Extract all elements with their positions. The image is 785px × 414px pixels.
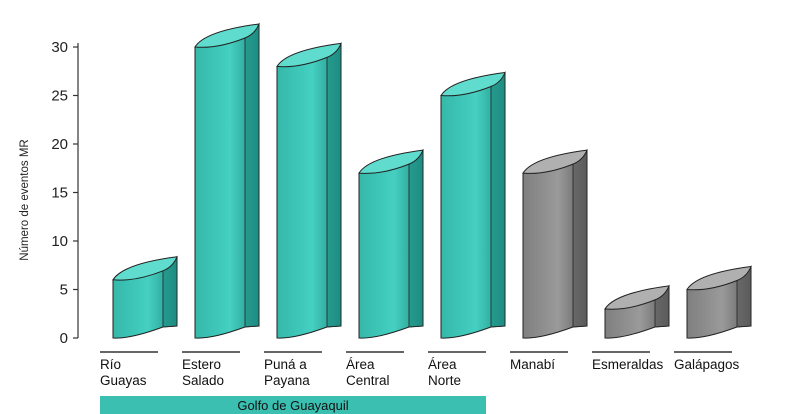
y-axis-title: Número de eventos MR — [19, 139, 31, 260]
bar — [686, 265, 752, 339]
bar-side — [490, 71, 506, 328]
bar — [440, 71, 506, 339]
bar — [358, 148, 424, 339]
bar-top — [112, 256, 178, 281]
bar — [522, 148, 588, 339]
category-label: Galápagos — [674, 357, 740, 372]
bar-side — [408, 149, 424, 328]
category-label: Salado — [182, 373, 224, 388]
bar-top — [194, 23, 260, 48]
category-label: Área — [428, 357, 457, 372]
bar — [604, 284, 670, 339]
y-tick-label: 20 — [51, 136, 68, 153]
y-tick-label: 30 — [51, 39, 68, 56]
y-tick-label: 15 — [51, 185, 68, 202]
category-label: Puná a — [264, 357, 307, 372]
group-band-bar — [100, 396, 486, 414]
y-tick-label: 10 — [51, 233, 68, 250]
bar-top — [686, 265, 752, 291]
bar-top — [276, 42, 342, 68]
category-label: Manabí — [510, 357, 555, 372]
group-label: Golfo de Guayaquil — [237, 398, 348, 413]
bar-top — [522, 149, 588, 174]
category-label: Río — [100, 357, 121, 372]
category-label: Esmeraldas — [592, 357, 664, 372]
bar — [194, 22, 260, 339]
bar — [112, 255, 178, 339]
category-label: Guayas — [100, 373, 147, 388]
bar-side — [572, 149, 588, 328]
y-tick-label: 5 — [60, 282, 68, 299]
category-label: Estero — [182, 357, 221, 372]
y-axis: 0 5 10 15 20 25 30 — [51, 39, 79, 347]
bars-layer — [112, 22, 752, 339]
bar-top — [358, 149, 424, 174]
bar-top — [440, 71, 506, 97]
category-label: Central — [346, 373, 390, 388]
group-band: Golfo de Guayaquil — [100, 396, 486, 414]
bar-side — [244, 23, 260, 328]
y-tick-label: 25 — [51, 88, 68, 105]
bar-top — [604, 285, 670, 310]
bar-side — [326, 42, 342, 328]
category-label: Área — [346, 357, 375, 372]
bar — [276, 42, 342, 339]
category-label: Norte — [428, 373, 461, 388]
y-tick-label: 0 — [60, 330, 68, 347]
category-label: Payana — [264, 373, 310, 388]
